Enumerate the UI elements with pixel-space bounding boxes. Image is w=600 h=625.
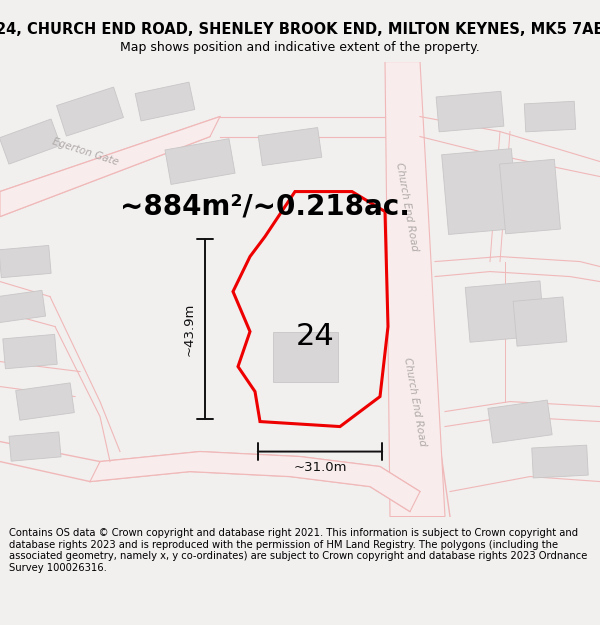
Polygon shape: [436, 91, 504, 132]
Polygon shape: [0, 291, 46, 322]
Polygon shape: [135, 82, 195, 121]
Text: Contains OS data © Crown copyright and database right 2021. This information is : Contains OS data © Crown copyright and d…: [9, 528, 587, 573]
Polygon shape: [513, 297, 567, 346]
Text: ~31.0m: ~31.0m: [293, 461, 347, 474]
Text: Church End Road: Church End Road: [394, 161, 420, 252]
Polygon shape: [0, 246, 51, 278]
Polygon shape: [465, 281, 545, 342]
Polygon shape: [9, 432, 61, 461]
Text: ~884m²/~0.218ac.: ~884m²/~0.218ac.: [120, 192, 410, 221]
Text: Egerton Gate: Egerton Gate: [50, 136, 119, 167]
Polygon shape: [385, 61, 445, 516]
Polygon shape: [488, 400, 552, 443]
Polygon shape: [442, 149, 518, 234]
Text: Map shows position and indicative extent of the property.: Map shows position and indicative extent…: [120, 41, 480, 54]
Text: 24: 24: [296, 322, 334, 351]
Text: 24, CHURCH END ROAD, SHENLEY BROOK END, MILTON KEYNES, MK5 7AB: 24, CHURCH END ROAD, SHENLEY BROOK END, …: [0, 22, 600, 38]
Polygon shape: [56, 87, 124, 136]
Polygon shape: [3, 334, 57, 369]
Polygon shape: [165, 139, 235, 184]
Polygon shape: [524, 101, 575, 132]
Polygon shape: [500, 159, 560, 234]
Polygon shape: [258, 127, 322, 166]
Polygon shape: [16, 383, 74, 420]
Polygon shape: [272, 331, 337, 381]
Polygon shape: [0, 119, 61, 164]
Polygon shape: [0, 116, 220, 216]
Text: Church End Road: Church End Road: [402, 356, 428, 447]
Polygon shape: [532, 445, 588, 478]
Polygon shape: [90, 451, 420, 511]
Text: ~43.9m: ~43.9m: [182, 302, 196, 356]
